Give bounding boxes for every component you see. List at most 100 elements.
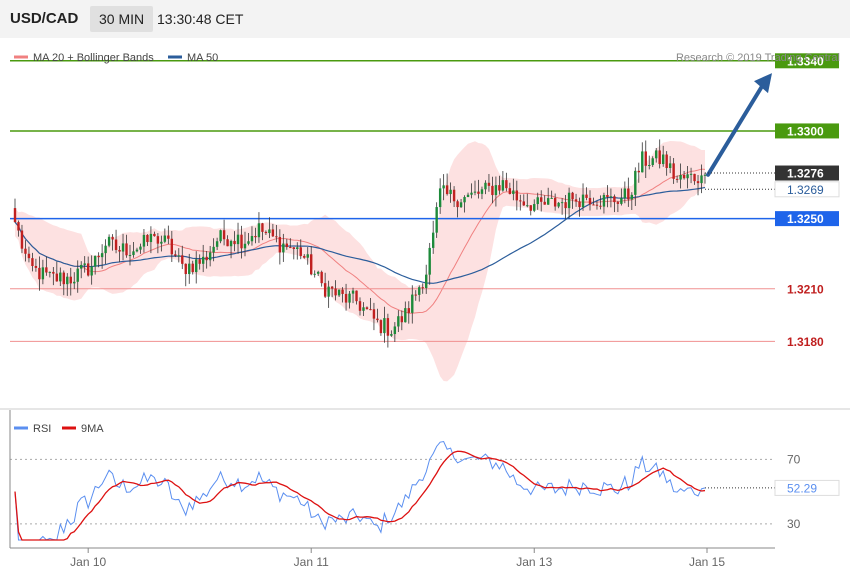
level-tag-1.3300 bbox=[775, 123, 839, 139]
candle-body bbox=[229, 240, 233, 247]
candle bbox=[111, 234, 114, 251]
candle-body bbox=[310, 254, 313, 275]
candle bbox=[201, 244, 205, 273]
candle bbox=[125, 234, 128, 258]
candle bbox=[149, 226, 153, 254]
candle bbox=[567, 187, 571, 219]
candle bbox=[449, 182, 452, 203]
candle-body bbox=[393, 326, 397, 335]
candle-body bbox=[107, 236, 111, 246]
candle bbox=[226, 235, 229, 247]
arrow-shaft bbox=[706, 81, 766, 177]
candle bbox=[107, 234, 111, 248]
candle-body bbox=[491, 185, 494, 196]
candle-body bbox=[62, 272, 65, 285]
candle-body bbox=[184, 263, 187, 275]
candle bbox=[648, 155, 651, 170]
candle-body bbox=[407, 308, 410, 313]
candle-body bbox=[215, 241, 219, 247]
candle bbox=[505, 172, 508, 192]
candle bbox=[484, 180, 487, 195]
candle bbox=[536, 192, 539, 210]
candle-body bbox=[480, 189, 484, 194]
candle-body bbox=[536, 197, 539, 205]
candle bbox=[641, 142, 644, 173]
main-legend: MA 20 + Bollinger Bands MA 50 Research © 2… bbox=[0, 52, 850, 410]
candle bbox=[526, 193, 529, 208]
candle bbox=[480, 186, 484, 200]
candle bbox=[533, 199, 536, 213]
timeframe-button[interactable]: 30 MIN bbox=[90, 6, 154, 32]
candle-body bbox=[243, 243, 247, 249]
candle-body bbox=[191, 263, 194, 273]
candle bbox=[550, 190, 553, 199]
candle bbox=[233, 231, 236, 252]
candle-body bbox=[250, 235, 254, 242]
candle bbox=[306, 247, 309, 265]
candle bbox=[682, 170, 686, 180]
candle-body bbox=[571, 192, 574, 200]
candle bbox=[69, 267, 72, 296]
last-price-tag bbox=[775, 165, 839, 181]
candle-body bbox=[38, 267, 41, 280]
candle bbox=[355, 290, 358, 305]
candle-body bbox=[111, 236, 114, 240]
candle-body bbox=[348, 293, 351, 303]
candle-body bbox=[578, 201, 581, 208]
candle bbox=[613, 194, 616, 213]
candle-body bbox=[452, 189, 456, 202]
candle-body bbox=[257, 223, 261, 238]
candle bbox=[45, 256, 48, 276]
candle-body bbox=[470, 192, 473, 195]
candle-body bbox=[644, 151, 647, 166]
candle-body bbox=[418, 287, 421, 295]
candle-body bbox=[431, 232, 435, 248]
candle bbox=[494, 176, 498, 207]
candle bbox=[296, 242, 299, 260]
candle bbox=[184, 263, 187, 287]
candle-body bbox=[425, 274, 428, 289]
candle-body bbox=[13, 208, 17, 223]
candle bbox=[672, 157, 675, 184]
candle-body bbox=[648, 164, 651, 166]
candle-body bbox=[550, 197, 553, 199]
candle bbox=[198, 254, 201, 270]
candle-body bbox=[379, 320, 383, 334]
candle bbox=[160, 235, 163, 252]
candle bbox=[215, 237, 219, 251]
candle bbox=[634, 167, 637, 206]
candle bbox=[393, 322, 397, 342]
candle bbox=[316, 270, 320, 277]
candle bbox=[445, 173, 449, 196]
candle-body bbox=[372, 309, 376, 319]
candle-body bbox=[414, 294, 417, 296]
candle bbox=[327, 280, 330, 308]
candle bbox=[243, 231, 247, 257]
candle bbox=[553, 193, 557, 211]
candle bbox=[62, 270, 65, 296]
candle-body bbox=[602, 194, 606, 207]
candle bbox=[466, 192, 470, 198]
candle bbox=[93, 255, 97, 275]
candle-body bbox=[693, 173, 696, 182]
candle bbox=[616, 200, 620, 213]
candle bbox=[41, 259, 45, 285]
candle bbox=[128, 244, 132, 266]
candle-body bbox=[679, 174, 682, 180]
candle-body bbox=[515, 190, 519, 201]
candle-body bbox=[208, 252, 212, 261]
candle-body bbox=[313, 273, 316, 275]
candle bbox=[658, 139, 661, 169]
candle bbox=[344, 283, 348, 311]
symbol-label: USD/CAD bbox=[10, 10, 79, 27]
candle-body bbox=[498, 185, 501, 191]
candle bbox=[379, 319, 383, 336]
candle-body bbox=[358, 301, 362, 311]
candle bbox=[675, 175, 679, 183]
candle bbox=[208, 245, 212, 267]
candle bbox=[38, 256, 41, 291]
credit-text: Research © 2019 Trading Central bbox=[676, 52, 840, 64]
candle bbox=[167, 225, 170, 245]
candle bbox=[323, 272, 327, 298]
candle-body bbox=[404, 308, 407, 323]
